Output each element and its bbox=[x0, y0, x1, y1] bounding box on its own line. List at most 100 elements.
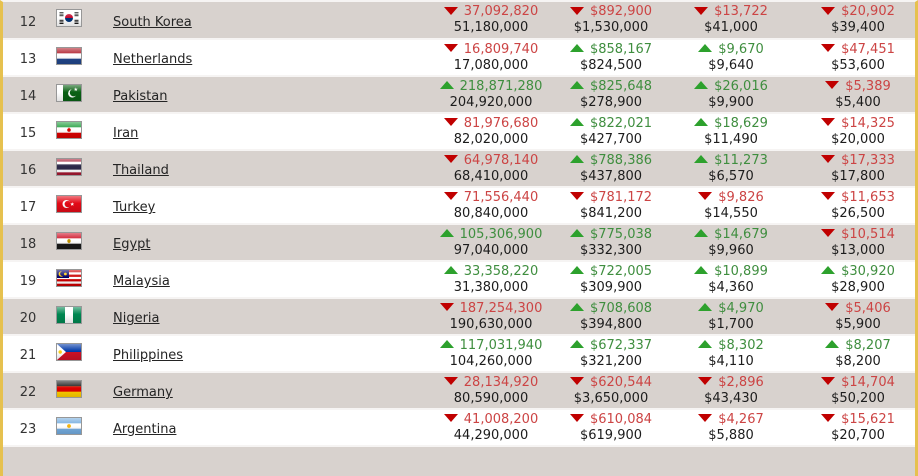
country-link[interactable]: South Korea bbox=[113, 14, 192, 30]
metric-value: 105,306,900 bbox=[459, 226, 543, 242]
country-link[interactable]: Philippines bbox=[113, 348, 184, 363]
arrow-up-icon bbox=[698, 44, 713, 52]
flag-philippines-icon[interactable] bbox=[56, 342, 82, 361]
metric-value: $15,621 bbox=[841, 411, 895, 427]
metric-current-line: $10,899 bbox=[661, 264, 801, 280]
metric-cell: $892,900 $1,530,000 bbox=[561, 2, 661, 40]
metric-value: 187,254,300 bbox=[459, 300, 543, 316]
flag-cell bbox=[53, 113, 103, 151]
metric-current-line: $9,670 bbox=[661, 42, 801, 58]
flag-south-korea-icon[interactable] bbox=[56, 9, 82, 27]
rank-cell: 20 bbox=[3, 298, 53, 336]
country-link[interactable]: Germany bbox=[113, 385, 173, 400]
metric-value: $18,629 bbox=[714, 115, 768, 131]
metric-cell: $17,333 $17,800 bbox=[801, 150, 915, 188]
metric-reference-value: $9,640 bbox=[708, 57, 754, 73]
country-cell: Pakistan bbox=[103, 76, 421, 114]
arrow-up-icon bbox=[569, 303, 584, 311]
arrow-up-icon bbox=[694, 229, 709, 237]
arrow-down-icon bbox=[694, 6, 709, 15]
flag-egypt-icon[interactable] bbox=[56, 231, 82, 250]
country-link[interactable]: Egypt bbox=[113, 237, 151, 252]
country-link[interactable]: Argentina bbox=[113, 422, 177, 437]
arrow-up-icon bbox=[694, 118, 709, 126]
country-link[interactable]: Netherlands bbox=[113, 52, 193, 67]
arrow-up-icon bbox=[443, 266, 458, 274]
flag-nigeria-icon[interactable] bbox=[56, 305, 82, 324]
arrow-up-icon bbox=[439, 229, 454, 237]
metric-current-line: $18,629 bbox=[661, 116, 801, 132]
metric-current-line: $8,302 bbox=[661, 338, 801, 354]
flag-netherlands-icon[interactable] bbox=[56, 46, 82, 65]
flag-argentina-icon[interactable] bbox=[56, 416, 82, 435]
flag-cell bbox=[53, 335, 103, 373]
metric-cell: $8,302 $4,110 bbox=[661, 335, 801, 373]
metric-reference-value: $4,110 bbox=[708, 353, 754, 369]
country-link[interactable]: Nigeria bbox=[113, 311, 160, 326]
metric-cell: 81,976,680 82,020,000 bbox=[421, 113, 561, 151]
metric-value: $11,273 bbox=[714, 152, 768, 168]
country-link[interactable]: Thailand bbox=[113, 163, 169, 178]
metric-current-line: $5,406 bbox=[801, 301, 915, 317]
metric-cell: $20,902 $39,400 bbox=[801, 2, 915, 40]
metric-reference-value: 80,590,000 bbox=[453, 390, 529, 406]
metric-reference-value: 44,290,000 bbox=[453, 427, 529, 443]
metric-cell: $672,337 $321,200 bbox=[561, 335, 661, 373]
country-cell: Netherlands bbox=[103, 39, 421, 77]
metric-reference-value: $53,600 bbox=[831, 57, 885, 73]
table-row: 19 Malaysia 33,358,220 31,380,000 $722,005 $3… bbox=[3, 261, 915, 299]
metric-current-line: 33,358,220 bbox=[421, 264, 561, 280]
metric-current-line: $708,608 bbox=[561, 301, 661, 317]
metric-current-line: $10,514 bbox=[801, 227, 915, 243]
rank-cell: 12 bbox=[3, 2, 53, 40]
flag-turkey-icon[interactable] bbox=[56, 194, 82, 213]
metric-reference-value: $6,570 bbox=[708, 168, 754, 184]
country-link[interactable]: Iran bbox=[113, 126, 139, 141]
metric-cell: $30,920 $28,900 bbox=[801, 261, 915, 299]
arrow-up-icon bbox=[694, 266, 709, 274]
metric-value: $13,722 bbox=[714, 4, 768, 19]
flag-thailand-icon[interactable] bbox=[56, 157, 82, 176]
metric-reference-value: 204,920,000 bbox=[449, 94, 533, 110]
country-link[interactable]: Malaysia bbox=[113, 274, 170, 289]
flag-iran-icon[interactable] bbox=[56, 120, 82, 139]
metric-current-line: $9,826 bbox=[661, 190, 801, 206]
arrow-up-icon bbox=[569, 155, 584, 163]
metric-value: $4,267 bbox=[718, 411, 764, 427]
metric-reference-value: 80,840,000 bbox=[453, 205, 529, 221]
metric-reference-value: $39,400 bbox=[831, 20, 885, 35]
arrow-up-icon bbox=[569, 340, 584, 348]
flag-pakistan-icon[interactable] bbox=[56, 83, 82, 102]
metric-current-line: 41,008,200 bbox=[421, 412, 561, 428]
rank-cell: 21 bbox=[3, 335, 53, 373]
metric-cell: $4,970 $1,700 bbox=[661, 298, 801, 336]
metric-cell: 33,358,220 31,380,000 bbox=[421, 261, 561, 299]
metric-current-line: 71,556,440 bbox=[421, 190, 561, 206]
metric-current-line: $11,273 bbox=[661, 153, 801, 169]
metric-cell: $11,653 $26,500 bbox=[801, 187, 915, 225]
flag-malaysia-icon[interactable] bbox=[56, 268, 82, 287]
arrow-down-icon bbox=[569, 192, 584, 200]
country-cell: Philippines bbox=[103, 335, 421, 373]
metric-current-line: $672,337 bbox=[561, 338, 661, 354]
metric-current-line: $14,704 bbox=[801, 375, 915, 391]
metric-value: $8,207 bbox=[845, 337, 891, 353]
flag-cell bbox=[53, 187, 103, 225]
metric-value: $672,337 bbox=[589, 337, 653, 353]
flag-germany-icon[interactable] bbox=[56, 379, 82, 398]
country-cell: Thailand bbox=[103, 150, 421, 188]
metric-value: $781,172 bbox=[589, 189, 653, 205]
country-cell: Turkey bbox=[103, 187, 421, 225]
metric-current-line: $620,544 bbox=[561, 375, 661, 391]
metric-value: $47,451 bbox=[841, 41, 895, 57]
country-link[interactable]: Pakistan bbox=[113, 89, 168, 104]
metric-value: 71,556,440 bbox=[463, 189, 539, 205]
metric-reference-value: $619,900 bbox=[579, 427, 643, 443]
metric-cell: $14,704 $50,200 bbox=[801, 372, 915, 410]
country-link[interactable]: Turkey bbox=[113, 200, 156, 215]
arrow-up-icon bbox=[694, 81, 709, 89]
metric-cell: $620,544 $3,650,000 bbox=[561, 372, 661, 410]
metric-current-line: $722,005 bbox=[561, 264, 661, 280]
metric-reference-value: $50,200 bbox=[831, 390, 885, 406]
